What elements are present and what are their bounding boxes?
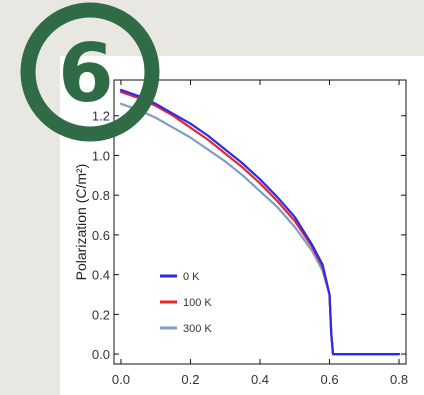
y-tick-label: 1.0 xyxy=(92,148,110,163)
x-tick-label: 0.2 xyxy=(181,372,199,387)
legend-label: 100 K xyxy=(183,297,212,309)
y-axis-label: Polarization (C/m²) xyxy=(73,164,89,281)
y-tick-label: 0.8 xyxy=(92,188,110,203)
y-tick-label: 1.2 xyxy=(92,109,110,124)
y-tick-label: 0.2 xyxy=(92,307,110,322)
series-line xyxy=(119,88,401,356)
y-tick-label: 0.4 xyxy=(92,268,110,283)
axis-ticks: 0.0 0.2 0.4 0.6 0.8 0.0 0.2 0.4 0.6 0.8 1.0 1.2 xyxy=(92,80,408,387)
legend-label: 300 K xyxy=(183,323,212,335)
y-tick-label: 0.0 xyxy=(92,347,110,362)
x-tick-label: 0.6 xyxy=(320,372,338,387)
series-lines xyxy=(119,88,401,356)
y-tick-label: 0.6 xyxy=(92,228,110,243)
x-tick-label: 0.8 xyxy=(390,372,408,387)
x-tick-label: 0.0 xyxy=(112,372,130,387)
figure-panel xyxy=(60,56,424,395)
badge-6: 6 xyxy=(20,2,160,142)
badge-circle xyxy=(20,2,160,142)
legend: 0 K 100 K 300 K xyxy=(160,271,212,335)
legend-label: 0 K xyxy=(183,271,200,283)
x-tick-label: 0.4 xyxy=(251,372,269,387)
badge-number: 6 xyxy=(58,27,114,120)
